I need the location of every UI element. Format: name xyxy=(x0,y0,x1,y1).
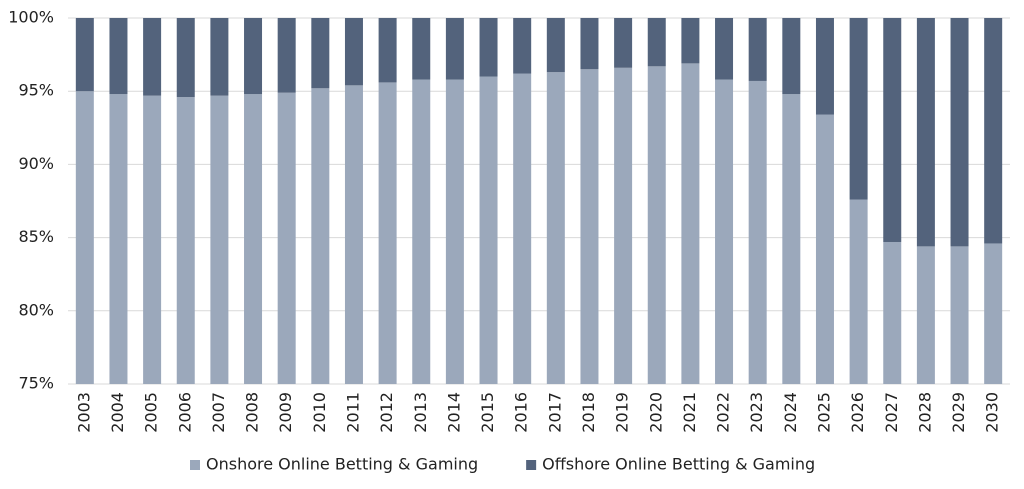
x-tick-label: 2015 xyxy=(478,392,497,433)
y-tick-label: 75% xyxy=(18,374,54,393)
bar-segment xyxy=(782,18,801,95)
x-tick-label: 2026 xyxy=(848,392,867,433)
x-tick-label: 2004 xyxy=(108,392,127,433)
x-tick-label: 2024 xyxy=(781,392,800,433)
x-tick-label: 2030 xyxy=(983,392,1002,433)
x-tick-label: 2027 xyxy=(882,392,901,433)
bar-segment xyxy=(849,199,868,384)
bar-segment xyxy=(513,18,532,74)
bar-segment xyxy=(143,18,162,96)
bar-segment xyxy=(75,91,94,384)
x-tick-label: 2020 xyxy=(646,392,665,433)
bar-segment xyxy=(883,241,902,384)
legend-swatch xyxy=(526,460,537,470)
x-tick-label: 2010 xyxy=(310,392,329,433)
bar-segment xyxy=(378,18,397,83)
y-tick-label: 95% xyxy=(18,81,54,100)
bar-segment xyxy=(984,18,1003,244)
bar-segment xyxy=(210,95,229,384)
bar-segment xyxy=(782,94,801,385)
bar-segment xyxy=(916,18,935,247)
bar-segment xyxy=(815,114,834,385)
x-tick-label: 2006 xyxy=(175,392,194,433)
x-tick-label: 2025 xyxy=(814,392,833,433)
x-tick-label: 2007 xyxy=(209,392,228,433)
bar-segment xyxy=(849,18,868,200)
bar-segment xyxy=(344,85,363,385)
x-tick-label: 2028 xyxy=(915,392,934,433)
y-tick-label: 100% xyxy=(8,8,54,27)
bar-segment xyxy=(950,246,969,384)
bar-segment xyxy=(546,72,565,384)
x-tick-label: 2017 xyxy=(545,392,564,433)
bar-segment xyxy=(143,95,162,384)
x-tick-label: 2008 xyxy=(243,392,262,433)
x-tick-label: 2018 xyxy=(579,392,598,433)
legend-label: Onshore Online Betting & Gaming xyxy=(206,455,478,474)
x-tick-label: 2016 xyxy=(512,392,531,433)
bar-segment xyxy=(176,97,195,384)
bar-segment xyxy=(176,18,195,98)
x-tick-label: 2022 xyxy=(714,392,733,433)
bar-segment xyxy=(647,66,666,384)
x-tick-label: 2029 xyxy=(949,392,968,433)
x-tick-label: 2023 xyxy=(747,392,766,433)
bar-segment xyxy=(277,18,296,93)
bar-segment xyxy=(715,79,734,384)
bar-segment xyxy=(715,18,734,80)
bar-segment xyxy=(210,18,229,96)
bar-segment xyxy=(109,18,128,95)
bar-segment xyxy=(647,18,666,67)
x-tick-label: 2019 xyxy=(613,392,632,433)
bar-segment xyxy=(546,18,565,73)
y-tick-label: 80% xyxy=(18,300,54,319)
bar-segment xyxy=(344,18,363,86)
x-tick-label: 2014 xyxy=(444,392,463,433)
y-tick-label: 90% xyxy=(18,154,54,173)
bar-segment xyxy=(984,243,1003,384)
y-tick-label: 85% xyxy=(18,227,54,246)
x-tick-label: 2009 xyxy=(276,392,295,433)
bar-segment xyxy=(75,18,94,92)
bar-segment xyxy=(513,73,532,385)
x-tick-label: 2003 xyxy=(74,392,93,433)
bar-segment xyxy=(378,82,397,384)
bar-segment xyxy=(311,18,330,89)
bar-segment xyxy=(748,18,767,81)
bar-segment xyxy=(311,88,330,384)
bar-segment xyxy=(681,18,700,64)
bar-segment xyxy=(580,18,599,70)
bar-segment xyxy=(580,69,599,385)
bar-segment xyxy=(412,79,431,384)
x-tick-label: 2013 xyxy=(411,392,430,433)
bar-segment xyxy=(445,79,464,384)
bar-segment xyxy=(479,18,498,77)
bar-segment xyxy=(883,18,902,242)
x-tick-label: 2012 xyxy=(377,392,396,433)
bar-segment xyxy=(445,18,464,80)
bar-segment xyxy=(916,246,935,384)
x-tick-label: 2011 xyxy=(343,392,362,433)
bar-segment xyxy=(614,18,633,68)
bar-segment xyxy=(244,18,263,95)
bar-segment xyxy=(109,94,128,385)
legend-swatch xyxy=(190,460,200,470)
bar-segment xyxy=(815,18,834,115)
bar-segment xyxy=(244,94,263,385)
bar-segment xyxy=(412,18,431,80)
bar-segment xyxy=(479,76,498,384)
bar-segment xyxy=(681,63,700,384)
bar-segment xyxy=(614,67,633,384)
bar-segment xyxy=(748,80,767,385)
bar-segment xyxy=(950,18,969,247)
x-tick-label: 2005 xyxy=(142,392,161,433)
bar-segment xyxy=(277,92,296,384)
legend-label: Offshore Online Betting & Gaming xyxy=(542,455,815,474)
x-tick-label: 2021 xyxy=(680,392,699,433)
